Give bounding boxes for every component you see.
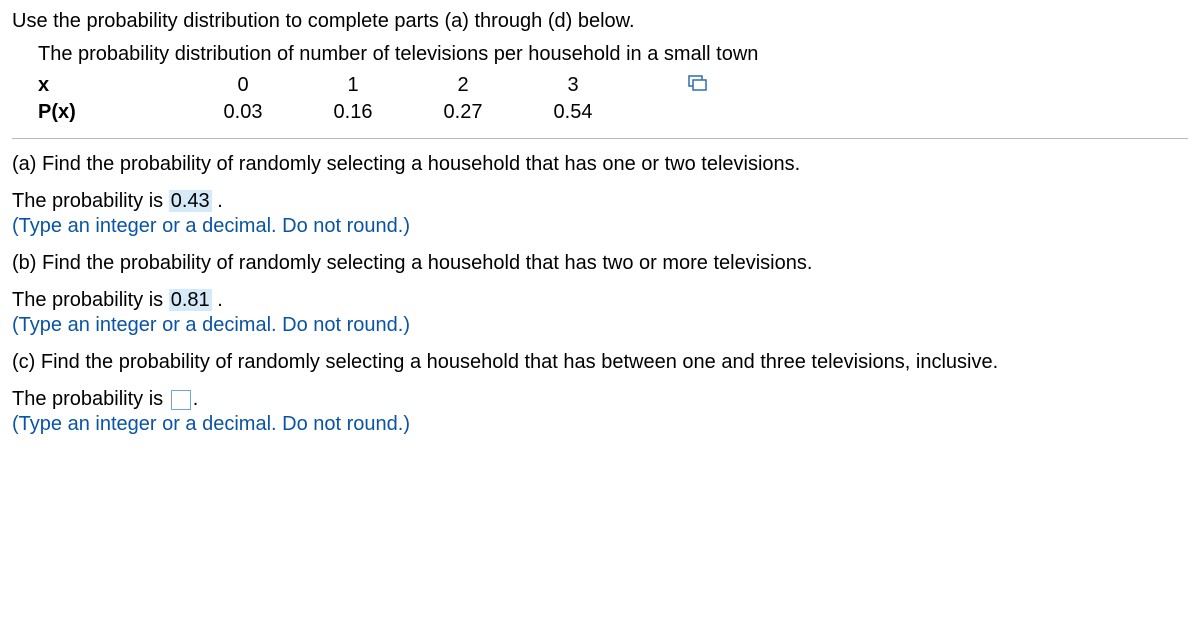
answer-a-line: The probability is 0.43 . (12, 190, 1188, 213)
answer-suffix: . (217, 289, 223, 311)
row-label-px: P(x) (38, 99, 188, 126)
distribution-table: x 0 1 2 3 P(x) 0.03 0.16 0.27 0.54 (38, 72, 738, 126)
table-cell: 0.54 (518, 99, 628, 126)
table-row: x 0 1 2 3 (38, 72, 738, 99)
table-cell: 1 (298, 72, 408, 99)
intro-text: Use the probability distribution to comp… (12, 10, 1188, 33)
popup-icon[interactable] (688, 74, 708, 97)
row-label-x: x (38, 72, 188, 99)
table-cell: 0.27 (408, 99, 518, 126)
hint-c: (Type an integer or a decimal. Do not ro… (12, 413, 1188, 436)
question-a: (a) Find the probability of randomly sel… (12, 153, 1188, 176)
answer-prefix: The probability is (12, 388, 163, 410)
table-cell (628, 72, 738, 99)
table-cell: 0.16 (298, 99, 408, 126)
hint-a: (Type an integer or a decimal. Do not ro… (12, 215, 1188, 238)
table-cell: 2 (408, 72, 518, 99)
table-cell: 0 (188, 72, 298, 99)
subtitle-text: The probability distribution of number o… (38, 43, 1188, 66)
answer-suffix: . (217, 190, 223, 212)
divider (12, 138, 1188, 139)
question-c: (c) Find the probability of randomly sel… (12, 351, 1188, 374)
answer-suffix: . (193, 388, 199, 410)
hint-b: (Type an integer or a decimal. Do not ro… (12, 314, 1188, 337)
answer-b-line: The probability is 0.81 . (12, 289, 1188, 312)
answer-c-input[interactable] (171, 390, 191, 410)
table-row: P(x) 0.03 0.16 0.27 0.54 (38, 99, 738, 126)
question-b: (b) Find the probability of randomly sel… (12, 252, 1188, 275)
table-cell: 0.03 (188, 99, 298, 126)
answer-b-value[interactable]: 0.81 (169, 289, 212, 311)
answer-a-value[interactable]: 0.43 (169, 190, 212, 212)
table-cell: 3 (518, 72, 628, 99)
answer-prefix: The probability is (12, 289, 163, 311)
answer-c-line: The probability is . (12, 388, 1188, 411)
answer-prefix: The probability is (12, 190, 163, 212)
